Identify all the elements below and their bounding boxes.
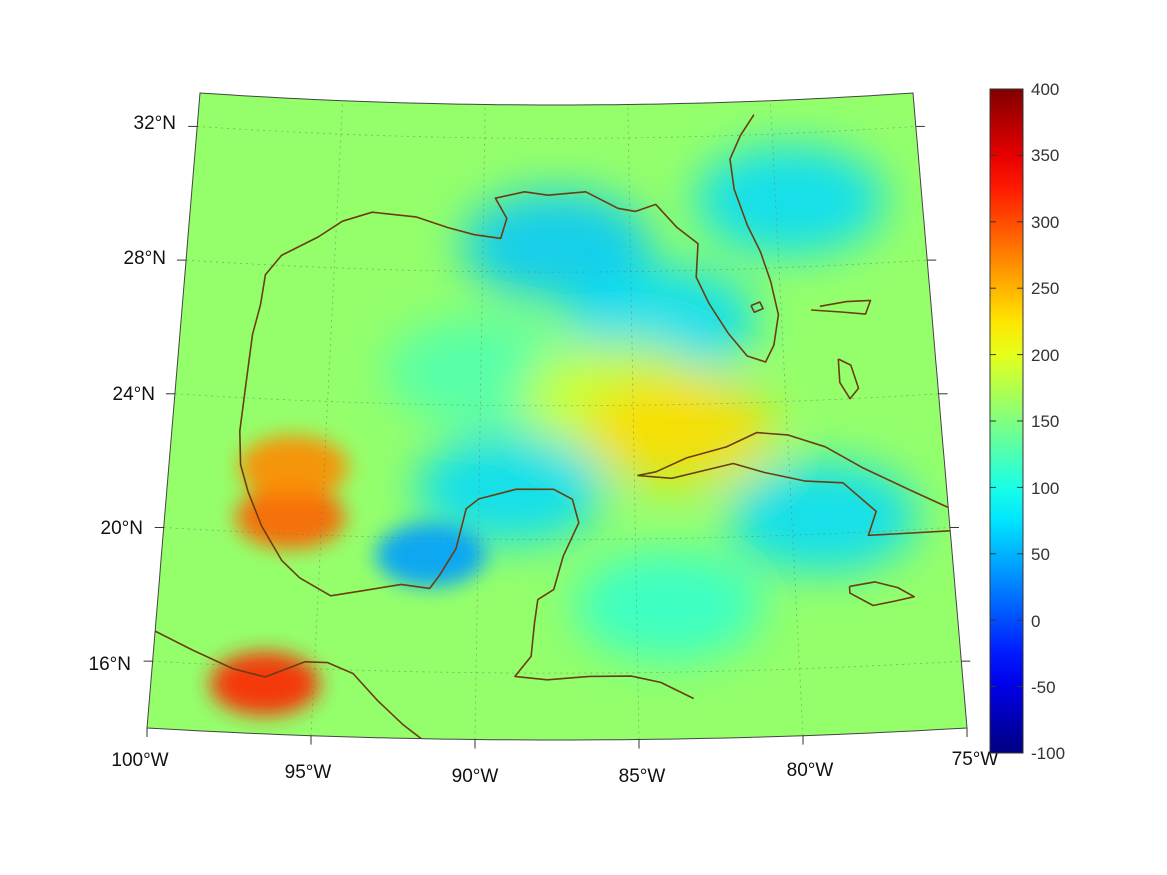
field-feature-east-florida: [695, 145, 886, 256]
coastline-jamaica: [848, 581, 916, 607]
coastline-mexico-gulf-coast: [239, 334, 694, 700]
field-feature-campeche-bank: [415, 434, 606, 545]
lat-label-20n: 20°N: [101, 518, 143, 539]
colorbar-label-200: 200: [1031, 346, 1059, 365]
colorbar-label-minus50: -50: [1031, 678, 1056, 697]
colorbar-label-350: 350: [1031, 146, 1059, 165]
colorbar-labels: 400 350 300 250 200 150 100 50 0 -50 -10…: [1031, 80, 1065, 763]
lon-label-100w: 100°W: [111, 750, 168, 771]
field-hotspots: [209, 435, 486, 716]
lon-label-95w: 95°W: [285, 762, 332, 783]
coastline-pacific-coast: [154, 630, 427, 740]
graticule-meridian: [770, 100, 804, 736]
longitude-labels: 100°W 95°W 90°W 85°W 80°W 75°W: [111, 749, 998, 787]
colorbar-ticks: [990, 88, 1023, 754]
lon-label-85w: 85°W: [619, 766, 666, 787]
graticule-parallel: [163, 527, 950, 540]
colorbar-label-150: 150: [1031, 412, 1059, 431]
latitude-labels: 32°N 28°N 24°N 20°N 16°N: [89, 113, 176, 675]
frame-ticks: [143, 125, 971, 749]
coastline-lake-okeechobee: [750, 301, 764, 314]
colorbar-label-250: 250: [1031, 279, 1059, 298]
colorbar-label-minus100: -100: [1031, 744, 1065, 763]
field-feature-northern-gulf-shelf: [461, 190, 652, 301]
field-feature-north-of-cuba: [584, 376, 775, 487]
field-feature-bay-of-campeche: [375, 523, 486, 587]
lat-label-28n: 28°N: [124, 248, 166, 269]
colorbar: 400 350 300 250 200 150 100 50 0 -50 -10…: [989, 80, 1065, 763]
field-feature-gulf-of-tehuantepec: [209, 651, 320, 716]
lon-label-80w: 80°W: [787, 760, 834, 781]
colorbar-label-0: 0: [1031, 612, 1040, 631]
field-feature-south-of-cuba: [728, 462, 919, 573]
colorbar-label-100: 100: [1031, 479, 1059, 498]
graticule-parallel: [174, 393, 939, 407]
lat-label-32n: 32°N: [134, 113, 176, 134]
colorbar-label-50: 50: [1031, 545, 1050, 564]
coastline-bahamas-andros: [837, 358, 860, 400]
lat-label-16n: 16°N: [89, 654, 131, 675]
field-feature-caribbean: [573, 550, 764, 661]
lat-label-24n: 24°N: [113, 384, 155, 405]
field-feature-veracruz-coast: [235, 485, 346, 550]
colorbar-label-400: 400: [1031, 80, 1059, 99]
graticule-meridian: [474, 104, 486, 740]
field-layer: [385, 145, 919, 661]
coastline-bahamas-north: [811, 299, 872, 315]
lon-label-90w: 90°W: [452, 766, 499, 787]
coastline-gulf-coast: [251, 114, 780, 363]
colorbar-label-300: 300: [1031, 213, 1059, 232]
field-feature-tamaulipas-coast: [238, 435, 349, 500]
graticule-meridian: [310, 100, 343, 736]
lon-label-75w: 75°W: [952, 749, 999, 770]
